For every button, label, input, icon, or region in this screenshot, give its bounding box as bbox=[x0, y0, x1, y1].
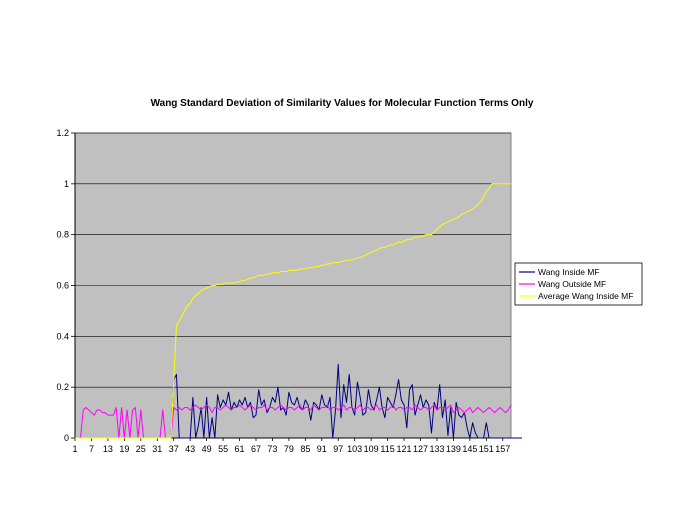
x-tick-label: 1 bbox=[72, 444, 77, 454]
x-tick-label: 127 bbox=[413, 444, 428, 454]
x-tick-label: 31 bbox=[152, 444, 162, 454]
x-tick-label: 97 bbox=[333, 444, 343, 454]
y-tick-label: 0.2 bbox=[56, 382, 69, 392]
x-tick-label: 133 bbox=[429, 444, 444, 454]
x-tick-label: 85 bbox=[300, 444, 310, 454]
y-tick-label: 0 bbox=[64, 433, 69, 443]
x-tick-label: 67 bbox=[251, 444, 261, 454]
x-tick-label: 73 bbox=[267, 444, 277, 454]
x-tick-label: 49 bbox=[202, 444, 212, 454]
x-tick-label: 91 bbox=[317, 444, 327, 454]
x-tick-label: 151 bbox=[479, 444, 494, 454]
legend-box bbox=[514, 262, 643, 306]
y-tick-label: 0.4 bbox=[56, 331, 69, 341]
x-tick-label: 139 bbox=[446, 444, 461, 454]
legend-entry: Wang Outside MF bbox=[538, 279, 606, 289]
x-tick-label: 37 bbox=[169, 444, 179, 454]
legend: Wang Inside MF Wang Outside MF Average Wan… bbox=[514, 262, 643, 306]
y-tick-label: 1 bbox=[64, 179, 69, 189]
x-tick-label: 19 bbox=[119, 444, 129, 454]
y-tick-label: 0.8 bbox=[56, 230, 69, 240]
x-tick-label: 55 bbox=[218, 444, 228, 454]
x-tick-label: 109 bbox=[364, 444, 379, 454]
x-tick-label: 25 bbox=[136, 444, 146, 454]
legend-entry: Wang Inside MF bbox=[538, 267, 600, 277]
x-tick-label: 103 bbox=[347, 444, 362, 454]
chart-title: Wang Standard Deviation of Similarity Va… bbox=[151, 98, 534, 109]
x-tick-label: 61 bbox=[235, 444, 245, 454]
x-tick-label: 43 bbox=[185, 444, 195, 454]
x-axis: 1 7 13 19 25 31 37 43 49 55 61 67 73 79 85 91 97 103 109 11… bbox=[72, 438, 510, 454]
x-tick-label: 79 bbox=[284, 444, 294, 454]
y-axis: 0 0.2 0.4 0.6 0.8 1 1.2 bbox=[56, 128, 75, 443]
legend-entry: Average Wang Inside MF bbox=[538, 291, 633, 301]
series-line-2 bbox=[75, 183, 511, 439]
y-tick-label: 0.6 bbox=[56, 281, 69, 291]
x-tick-label: 7 bbox=[89, 444, 94, 454]
x-tick-label: 13 bbox=[103, 444, 113, 454]
x-tick-label: 115 bbox=[380, 444, 394, 454]
x-tick-label: 157 bbox=[495, 444, 510, 454]
y-tick-label: 1.2 bbox=[56, 128, 69, 138]
x-tick-label: 145 bbox=[462, 444, 477, 454]
x-tick-label: 121 bbox=[397, 444, 412, 454]
series-lines bbox=[75, 183, 522, 439]
